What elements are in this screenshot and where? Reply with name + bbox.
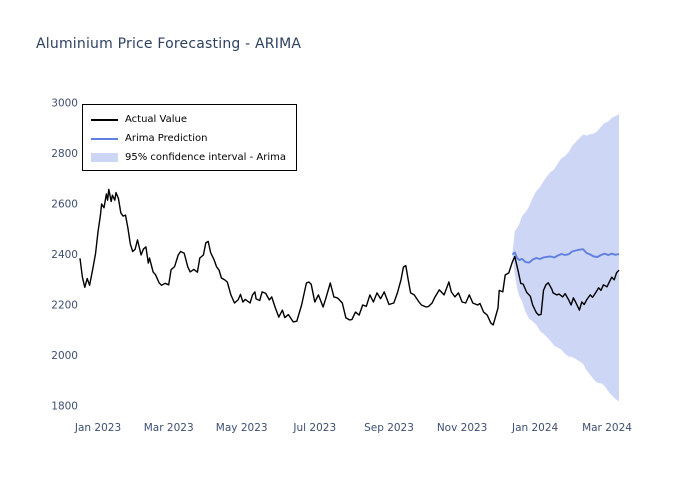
chart-title: Aluminium Price Forecasting - ARIMA [36,36,302,52]
legend-label-confidence-interval: 95% confidence interval - Arima [125,152,287,163]
x-tick-label: Mar 2023 [144,422,194,434]
x-tick-label: Jan 2023 [74,422,121,434]
legend-label-actual-value: Actual Value [125,114,187,125]
x-tick-label: Mar 2024 [582,422,632,434]
legend: Actual Value Arima Prediction 95% confid… [82,104,297,171]
y-tick-label: 3000 [51,98,78,110]
y-tick-label: 2600 [51,199,78,211]
x-tick-label: May 2023 [216,422,268,434]
arima-prediction-line [511,248,620,264]
prediction-line-swatch-icon [91,137,118,140]
y-tick-label: 2200 [51,300,78,312]
x-tick-label: Sep 2023 [364,422,414,434]
y-tick-label: 2000 [51,350,78,362]
legend-item-arima-prediction: Arima Prediction [91,129,292,148]
legend-item-confidence-interval: 95% confidence interval - Arima [91,148,292,167]
x-tick-label: Jul 2023 [292,422,336,434]
confidence-band-swatch-icon [91,153,118,162]
legend-item-actual-value: Actual Value [91,110,292,129]
actual-value-line [79,188,620,326]
confidence-band-area [512,114,619,402]
legend-label-arima-prediction: Arima Prediction [125,133,208,144]
y-tick-label: 2800 [51,148,78,160]
x-tick-label: Jan 2024 [511,422,559,434]
x-tick-label: Nov 2023 [437,422,488,434]
y-tick-label: 1800 [51,401,78,413]
actual-line-swatch-icon [91,118,118,121]
y-tick-label: 2400 [51,249,78,261]
